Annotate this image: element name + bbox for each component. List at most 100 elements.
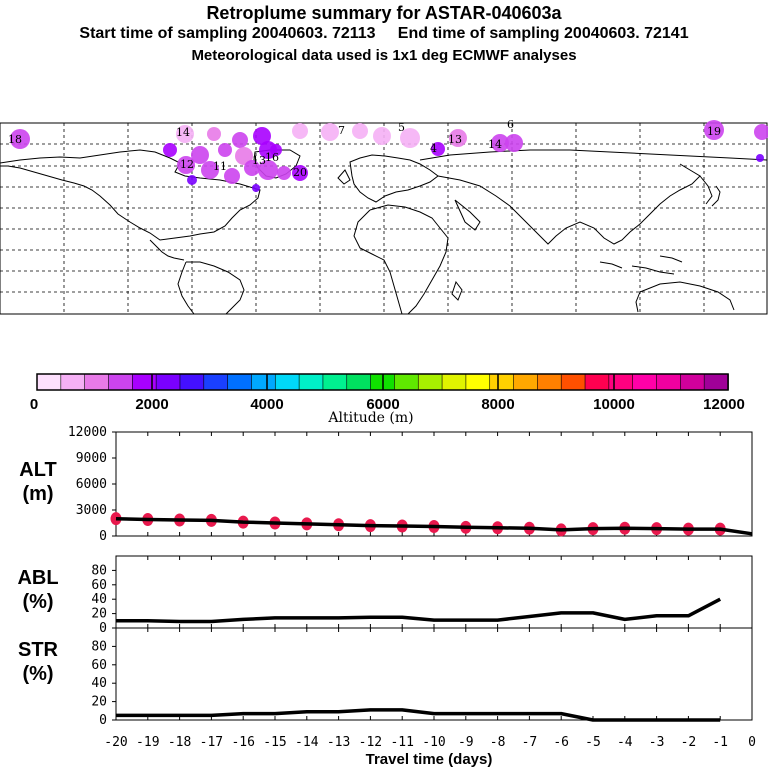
colorbar-cell [656, 373, 682, 391]
colorbar-cell [537, 373, 563, 391]
plume-blob [373, 127, 391, 145]
y-tick-label: 9000 [76, 451, 107, 466]
panel-label: ALT (m) [19, 459, 56, 505]
colorbar-cell [680, 373, 705, 391]
y-tick-label: 80 [91, 563, 107, 578]
altitude-colorbar: 0 2000 4000 6000 8000 10000 12000 Altitu… [30, 373, 745, 426]
plume-label: 12 [180, 158, 194, 171]
x-tick-label: -9 [458, 735, 474, 750]
x-tick-label: -17 [200, 735, 223, 750]
plume-label: 14 [488, 138, 502, 151]
colorbar-cell [155, 373, 181, 391]
plume-labels: 18 14 7 5 6 13 4 14 19 13 16 20 11 12 [8, 118, 721, 179]
plume-blob [352, 123, 368, 139]
plume-blob [704, 120, 724, 140]
panel-label-line: (%) [22, 591, 53, 613]
x-axis-title: Travel time (days) [366, 751, 493, 768]
y-tick-label: 0 [99, 713, 107, 728]
plume-label: 19 [707, 125, 721, 138]
colorbar-cells [36, 373, 729, 391]
plume-blob [218, 143, 232, 157]
plume-label: 13 [448, 133, 462, 146]
x-tick-label: -15 [263, 735, 286, 750]
panel-label-line: ALT [19, 459, 56, 481]
plume-label: 20 [293, 166, 307, 179]
plume-label: 11 [213, 160, 227, 173]
map-frame [0, 122, 768, 315]
colorbar-cell [108, 373, 134, 391]
panel-frame [115, 627, 753, 721]
colorbar-cell [251, 373, 277, 391]
plume-blob [187, 175, 197, 185]
plume-label: 4 [430, 142, 437, 155]
plume-blob [754, 124, 768, 140]
y-tick-label: 20 [91, 695, 107, 710]
x-tick-label: -6 [553, 735, 569, 750]
sampling-time-line: Start time of sampling 20040603. 72113 E… [79, 25, 689, 42]
x-tick-label: -2 [681, 735, 697, 750]
x-tick-label: -5 [585, 735, 601, 750]
plume-label: 6 [507, 118, 514, 131]
plume-blob [253, 127, 271, 145]
y-tick-label: 20 [91, 607, 107, 622]
chart-title: Retroplume summary for ASTAR-040603a [206, 3, 562, 23]
colorbar-cell [132, 373, 157, 391]
y-tick-label: 6000 [76, 477, 107, 492]
colorbar-cell [322, 373, 348, 391]
plume-blob [163, 143, 177, 157]
colorbar-cell [60, 373, 86, 391]
panel-label-line: ABL [17, 567, 58, 589]
plume-label: 16 [265, 151, 279, 164]
meteorological-data-line: Meteorological data used is 1x1 deg ECMW… [191, 47, 577, 64]
plume-label: 13 [252, 154, 266, 167]
colorbar-cell [394, 373, 420, 391]
altitude-marker [110, 512, 122, 526]
x-tick-label: -14 [295, 735, 319, 750]
colorbar-cell [84, 373, 110, 391]
series-line [116, 708, 721, 722]
x-tick-label: -4 [617, 735, 633, 750]
colorbar-cell [346, 373, 372, 391]
x-tick-label: 0 [748, 735, 756, 750]
plume-blob [505, 134, 523, 152]
colorbar-cell [513, 373, 539, 391]
panel-label: STR (%) [18, 639, 59, 685]
x-tick-label: -16 [231, 735, 254, 750]
plume-label: 14 [176, 126, 190, 139]
colorbar-title: Altitude (m) [327, 410, 413, 426]
colorbar-tick-label: 4000 [250, 396, 283, 413]
map-coastlines [0, 149, 768, 315]
plume-blob [10, 129, 30, 149]
colorbar-tick-label: 10000 [593, 396, 635, 413]
colorbar-cell [465, 373, 491, 391]
plume-blob [207, 127, 221, 141]
plume-label: 7 [338, 124, 345, 137]
plume-blob [258, 160, 278, 180]
colorbar-tick-label: 2000 [135, 396, 168, 413]
y-tick-label: 3000 [76, 503, 107, 518]
colorbar-cell [584, 373, 610, 391]
plume-blob [400, 128, 420, 148]
y-tick-label: 12000 [68, 425, 107, 440]
plume-blob [270, 144, 282, 156]
plume-blob [176, 125, 194, 143]
plume-blob [201, 161, 219, 179]
plume-blob [252, 184, 260, 192]
x-tick-label: -19 [136, 735, 159, 750]
colorbar-cell [179, 373, 205, 391]
colorbar-tick-label: 6000 [366, 396, 399, 413]
plume-blob [292, 165, 308, 181]
colorbar-cell [560, 373, 586, 391]
colorbar-cell [227, 373, 253, 391]
y-tick-label: 80 [91, 639, 107, 654]
series-line [116, 597, 722, 624]
series-line [115, 516, 753, 536]
x-tick-label: -20 [104, 735, 127, 750]
panel-alt: 0 3000 6000 9000 12000 ALT (m) [19, 425, 753, 544]
x-tick-label: -13 [327, 735, 350, 750]
plume-blob [321, 123, 339, 141]
plume-blob [277, 166, 291, 180]
colorbar-cell [36, 373, 62, 391]
trajectory-map: 18 14 7 5 6 13 4 14 19 13 16 20 11 12 [0, 118, 768, 315]
